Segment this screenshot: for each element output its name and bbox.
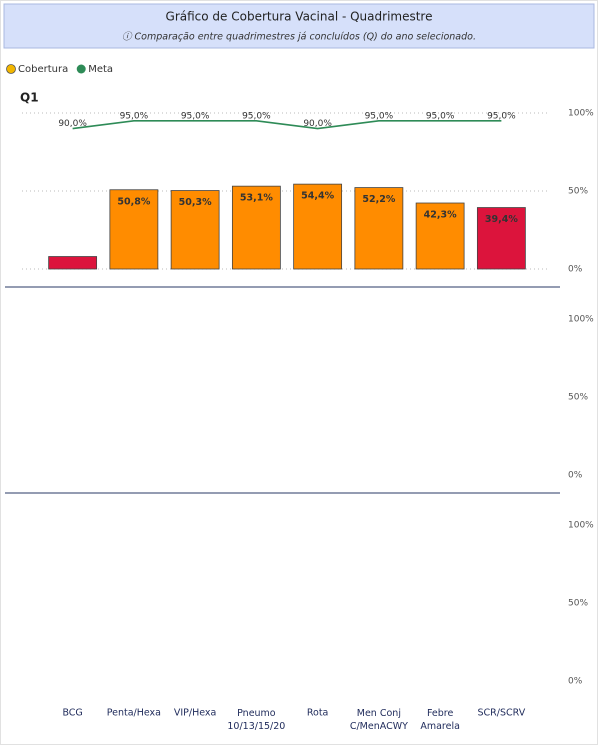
y-tick-label: 50% bbox=[568, 393, 588, 403]
x-tick-label: Penta/Hexa bbox=[107, 708, 161, 719]
y-tick-label: 100% bbox=[568, 109, 594, 119]
target-line bbox=[72, 120, 502, 130]
target-label: 95,0% bbox=[120, 111, 149, 121]
legend-label: Meta bbox=[88, 64, 113, 75]
bar bbox=[231, 185, 281, 270]
target-label: 90,0% bbox=[58, 119, 87, 129]
target-label: 95,0% bbox=[365, 111, 394, 121]
data-label: 54,4% bbox=[301, 191, 334, 202]
legend-marker bbox=[76, 64, 86, 74]
y-tick-label: 100% bbox=[568, 521, 594, 531]
x-tick-label: BCG bbox=[62, 708, 82, 719]
bar bbox=[354, 187, 404, 270]
data-label: 50,3% bbox=[179, 197, 212, 208]
data-label: 50,8% bbox=[117, 196, 150, 207]
target-label: 95,0% bbox=[487, 111, 516, 121]
x-tick-label: VIP/Hexa bbox=[174, 708, 217, 719]
y-tick-label: 0% bbox=[568, 471, 583, 481]
x-tick-label: Men Conj C/MenACWY bbox=[350, 708, 408, 732]
panel-title: Q1 bbox=[20, 91, 39, 105]
bar bbox=[170, 190, 220, 270]
x-tick-label: Pneumo 10/13/15/20 bbox=[227, 708, 285, 732]
data-label: 52,2% bbox=[362, 194, 395, 205]
header bbox=[3, 3, 595, 49]
target-label: 95,0% bbox=[426, 111, 455, 121]
x-tick-label: Rota bbox=[307, 708, 329, 719]
data-label: 53,1% bbox=[240, 193, 273, 204]
y-tick-label: 0% bbox=[568, 677, 583, 687]
target-label: 90,0% bbox=[303, 119, 332, 129]
legend-marker bbox=[6, 64, 16, 74]
bar bbox=[476, 207, 526, 270]
y-tick-label: 0% bbox=[568, 265, 583, 275]
bar bbox=[293, 183, 343, 270]
bar bbox=[109, 189, 159, 270]
x-tick-label: Febre Amarela bbox=[420, 708, 460, 732]
legend-label: Cobertura bbox=[18, 64, 68, 75]
target-label: 95,0% bbox=[242, 111, 271, 121]
data-label: 42,3% bbox=[424, 210, 457, 221]
x-tick-label: SCR/SCRV bbox=[478, 708, 526, 719]
y-tick-label: 100% bbox=[568, 315, 594, 325]
target-label: 95,0% bbox=[181, 111, 210, 121]
chart-subtitle: ⓘ Comparação entre quadrimestres já conc… bbox=[122, 31, 476, 43]
y-tick-label: 50% bbox=[568, 187, 588, 197]
data-label: 39,4% bbox=[485, 214, 518, 225]
bar bbox=[48, 256, 98, 270]
chart-title: Gráfico de Cobertura Vacinal - Quadrimes… bbox=[166, 10, 433, 24]
y-tick-label: 50% bbox=[568, 599, 588, 609]
bar bbox=[415, 202, 465, 270]
